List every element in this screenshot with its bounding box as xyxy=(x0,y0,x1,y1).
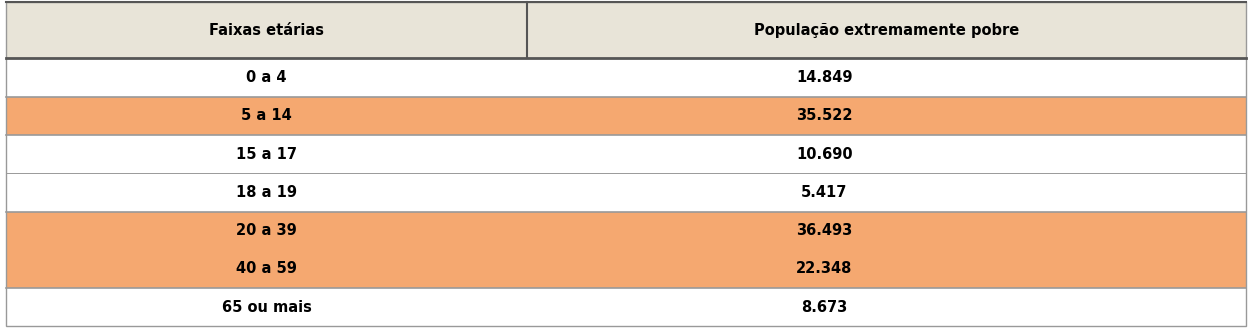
Text: 40 a 59: 40 a 59 xyxy=(237,261,297,277)
Text: 8.673: 8.673 xyxy=(801,300,848,315)
Text: 36.493: 36.493 xyxy=(796,223,853,238)
Text: 20 a 39: 20 a 39 xyxy=(237,223,297,238)
Text: 0 a 4: 0 a 4 xyxy=(247,70,287,85)
Text: 22.348: 22.348 xyxy=(796,261,853,277)
Text: 65 ou mais: 65 ou mais xyxy=(222,300,312,315)
Text: 5.417: 5.417 xyxy=(801,185,848,200)
Text: 10.690: 10.690 xyxy=(796,147,853,162)
Text: População extremamente pobre: População extremamente pobre xyxy=(754,23,1019,37)
Text: 5 a 14: 5 a 14 xyxy=(242,108,292,123)
Text: 15 a 17: 15 a 17 xyxy=(237,147,297,162)
Text: 35.522: 35.522 xyxy=(796,108,853,123)
Text: 18 a 19: 18 a 19 xyxy=(237,185,297,200)
Bar xyxy=(6,212,1246,288)
Text: Faixas etárias: Faixas etárias xyxy=(209,23,324,37)
Bar xyxy=(6,97,1246,135)
Bar xyxy=(6,2,1246,58)
Text: 14.849: 14.849 xyxy=(796,70,853,85)
